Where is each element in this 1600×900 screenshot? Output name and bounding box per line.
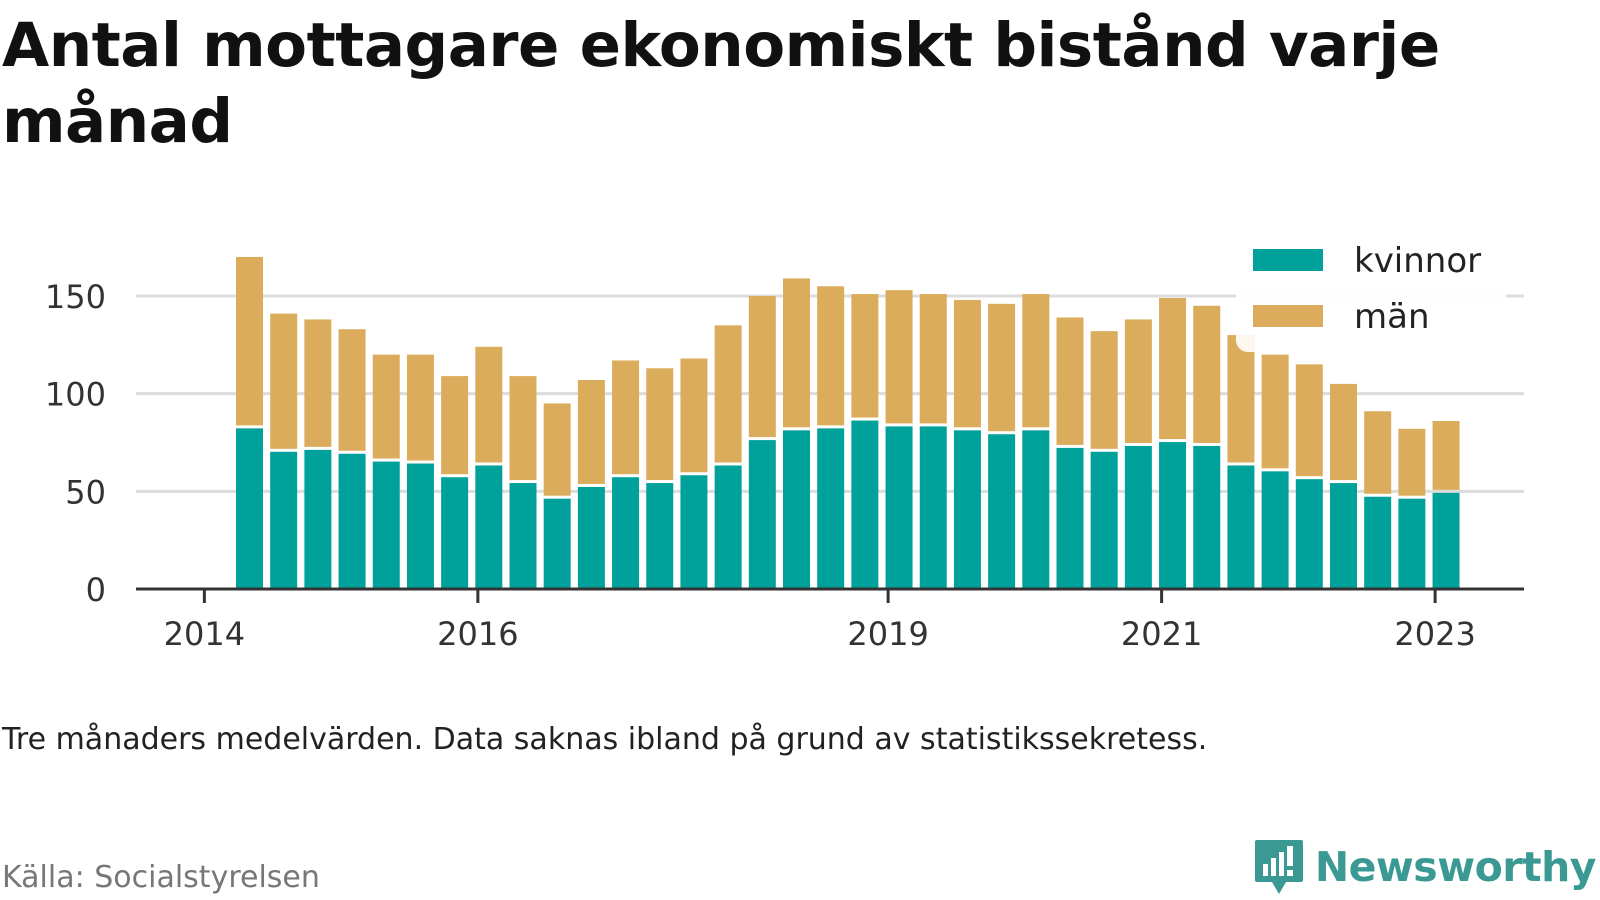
bar-man bbox=[577, 379, 605, 484]
bar-man bbox=[1295, 364, 1323, 477]
bar-man bbox=[1022, 294, 1050, 428]
x-tick-label: 2019 bbox=[847, 615, 928, 653]
bar-kvinnor bbox=[919, 426, 947, 589]
bar-kvinnor bbox=[714, 465, 742, 589]
legend-swatch-man bbox=[1253, 305, 1323, 327]
legend-label-man: män bbox=[1354, 297, 1430, 337]
bar-man bbox=[885, 290, 913, 424]
brand-name: Newsworthy bbox=[1314, 843, 1597, 891]
bar-kvinnor bbox=[885, 426, 913, 589]
legend-label-kvinnor: kvinnor bbox=[1354, 241, 1481, 281]
bar-man bbox=[1124, 319, 1152, 443]
bar-man bbox=[441, 376, 469, 475]
bar-man bbox=[1364, 411, 1392, 494]
bar-kvinnor bbox=[1295, 479, 1323, 589]
bar-man bbox=[475, 346, 503, 463]
bar-kvinnor bbox=[304, 449, 332, 589]
bar-kvinnor bbox=[577, 486, 605, 589]
bar-kvinnor bbox=[509, 483, 537, 589]
page-title: Antal mottagare ekonomiskt bistånd varje… bbox=[2, 10, 1440, 157]
bar-man bbox=[509, 376, 537, 481]
bar-kvinnor bbox=[406, 463, 434, 589]
y-tick-label: 0 bbox=[86, 571, 106, 609]
bar-kvinnor bbox=[953, 430, 981, 589]
bar-man bbox=[338, 329, 366, 451]
bar-man bbox=[646, 368, 674, 481]
bar-man bbox=[714, 325, 742, 463]
bar-man bbox=[1261, 354, 1289, 469]
bar-man bbox=[817, 286, 845, 426]
bar-kvinnor bbox=[817, 428, 845, 589]
bar-man bbox=[543, 403, 571, 496]
bar-man bbox=[270, 313, 298, 449]
bar-kvinnor bbox=[1090, 451, 1118, 589]
y-tick-label: 50 bbox=[65, 473, 106, 511]
bar-man bbox=[782, 278, 810, 428]
bar-kvinnor bbox=[1227, 465, 1255, 589]
x-tick-label: 2014 bbox=[164, 615, 245, 653]
y-tick-label: 150 bbox=[45, 278, 106, 316]
bar-kvinnor bbox=[1056, 447, 1084, 589]
bar-man bbox=[1432, 421, 1460, 490]
bars bbox=[236, 256, 1460, 589]
bar-man bbox=[406, 354, 434, 461]
bar-kvinnor bbox=[646, 483, 674, 589]
bar-man bbox=[680, 358, 708, 473]
chart-note: Tre månaders medelvärden. Data saknas ib… bbox=[2, 722, 1208, 757]
bar-man bbox=[304, 319, 332, 447]
x-tick-label: 2023 bbox=[1394, 615, 1475, 653]
bar-man bbox=[919, 294, 947, 424]
bar-kvinnor bbox=[338, 453, 366, 589]
bar-kvinnor bbox=[270, 451, 298, 589]
bar-man bbox=[612, 360, 640, 475]
bar-kvinnor bbox=[236, 428, 264, 589]
bar-kvinnor bbox=[1329, 483, 1357, 589]
bar-kvinnor bbox=[543, 498, 571, 589]
x-tick-label: 2016 bbox=[437, 615, 518, 653]
bar-kvinnor bbox=[1261, 471, 1289, 589]
bar-kvinnor bbox=[782, 430, 810, 589]
bar-kvinnor bbox=[748, 440, 776, 589]
bar-man bbox=[1090, 331, 1118, 449]
bar-man bbox=[1329, 383, 1357, 481]
bar-kvinnor bbox=[1364, 496, 1392, 589]
bar-kvinnor bbox=[851, 420, 879, 589]
bar-man bbox=[988, 303, 1016, 432]
brand-logo: Newsworthy bbox=[1253, 838, 1597, 896]
bar-kvinnor bbox=[1022, 430, 1050, 589]
legend: kvinnor män bbox=[1236, 232, 1506, 352]
x-tick-label: 2021 bbox=[1121, 615, 1202, 653]
bar-man bbox=[953, 299, 981, 428]
bar-kvinnor bbox=[372, 461, 400, 589]
bar-man bbox=[748, 296, 776, 438]
bar-man bbox=[1159, 297, 1187, 440]
bar-kvinnor bbox=[1159, 442, 1187, 589]
newsworthy-logo-icon bbox=[1254, 840, 1303, 894]
stacked-bar-chart: 0 50 100 150 2014 2016 2019 2021 2023 kvinnor män bbox=[44, 232, 1524, 653]
bar-kvinnor bbox=[1398, 498, 1426, 589]
bar-man bbox=[1056, 317, 1084, 445]
source-label: Källa: Socialstyrelsen bbox=[2, 860, 320, 895]
bar-man bbox=[1227, 335, 1255, 463]
bar-kvinnor bbox=[441, 477, 469, 589]
axes: 0 50 100 150 2014 2016 2019 2021 2023 bbox=[45, 278, 1524, 653]
y-tick-label: 100 bbox=[45, 376, 106, 414]
bar-man bbox=[851, 294, 879, 418]
bar-kvinnor bbox=[1124, 445, 1152, 589]
bar-kvinnor bbox=[988, 434, 1016, 589]
bar-kvinnor bbox=[612, 477, 640, 589]
legend-swatch-kvinnor bbox=[1253, 249, 1323, 271]
bar-man bbox=[1193, 305, 1221, 443]
bar-kvinnor bbox=[680, 475, 708, 589]
bar-kvinnor bbox=[1193, 445, 1221, 589]
bar-kvinnor bbox=[475, 465, 503, 589]
bar-kvinnor bbox=[1432, 492, 1460, 589]
bar-man bbox=[236, 256, 264, 426]
bar-man bbox=[372, 354, 400, 459]
bar-man bbox=[1398, 428, 1426, 496]
